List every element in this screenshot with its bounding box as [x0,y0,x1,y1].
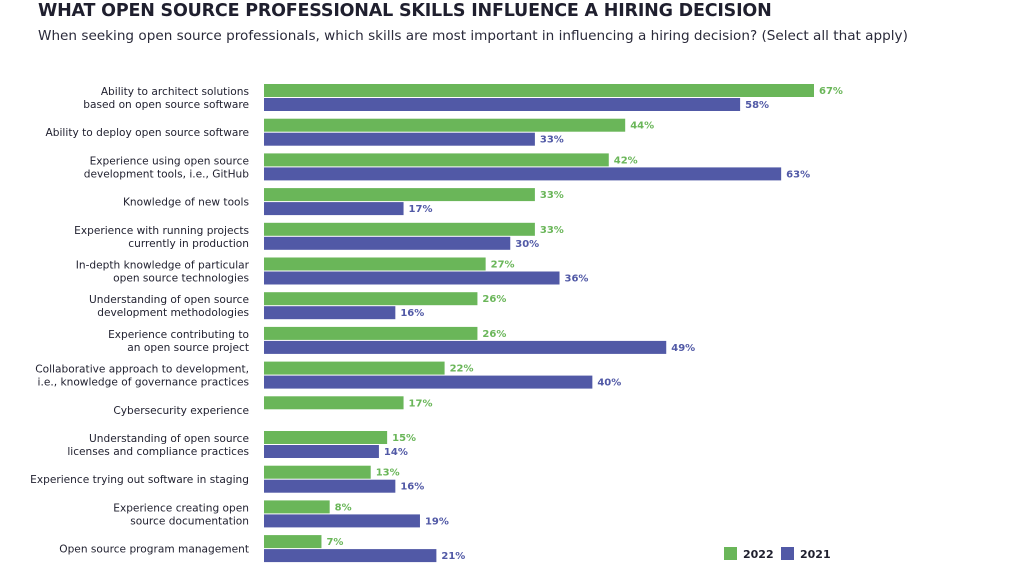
category-label: Understanding of open source licenses and… [67,433,249,458]
category-label: Ability to architect solutions based on o… [83,86,249,111]
bar-2021 [264,514,420,528]
value-label-2021: 36% [565,274,589,285]
category-label: Experience creating open source documenta… [113,502,249,527]
value-label-2022: 15% [392,433,416,444]
bar-2021 [264,202,404,216]
bar-2021 [264,549,437,563]
legend-label-2021: 2021 [800,548,831,561]
bar-2022 [264,500,330,514]
category-label: Experience using open source development … [84,155,249,180]
category-label: Cybersecurity experience [113,405,249,417]
value-label-2022: 7% [326,537,343,548]
value-label-2021: 49% [671,343,695,354]
bar-2021 [264,167,782,181]
value-label-2022: 8% [335,502,352,513]
value-label-2021: 17% [409,204,433,215]
value-label-2021: 33% [540,135,564,146]
value-label-2022: 26% [482,294,506,305]
bar-2022 [264,153,609,167]
value-label-2022: 42% [614,155,638,166]
value-label-2021: 21% [441,551,465,562]
value-label-2022: 17% [409,398,433,409]
value-label-2021: 30% [515,239,539,250]
category-label: Experience contributing to an open source… [108,329,249,354]
bar-2022 [264,257,486,271]
value-label-2021: 14% [384,447,408,458]
bar-2021 [264,340,667,354]
bar-2022 [264,465,371,479]
value-label-2022: 67% [819,86,843,97]
bar-2021 [264,479,396,493]
value-label-2022: 33% [540,190,564,201]
bar-2021 [264,132,535,146]
value-label-2021: 19% [425,516,449,527]
value-label-2022: 22% [450,364,474,375]
bar-2022 [264,118,626,132]
bar-2022 [264,361,445,375]
category-label: Experience with running projects currentl… [74,225,249,250]
category-label: Collaborative approach to development, i.… [35,364,249,389]
bar-2022 [264,396,404,410]
value-label-2022: 26% [482,329,506,340]
bar-2022 [264,222,535,236]
legend-label-2022: 2022 [743,548,774,561]
category-label: Experience trying out software in stagin… [30,474,249,486]
category-label: In-depth knowledge of particular open sou… [76,260,250,285]
bar-2021 [264,271,560,285]
bar-2021 [264,445,379,458]
value-label-2022: 33% [540,225,564,236]
bar-2022 [264,84,814,97]
value-label-2021: 16% [400,308,424,319]
legend-swatch-2021 [781,547,794,560]
bar-2022 [264,326,478,340]
bar-2021 [264,98,741,111]
chart-title: WHAT OPEN SOURCE PROFESSIONAL SKILLS INF… [38,1,772,21]
category-label: Ability to deploy open source software [46,127,249,139]
value-label-2021: 16% [400,482,424,493]
value-label-2022: 44% [630,121,654,132]
bar-2021 [264,375,593,389]
bar-2022 [264,188,535,202]
category-label: Open source program management [59,544,249,556]
bar-2021 [264,236,511,250]
legend-swatch-2022 [724,547,737,560]
bar-2021 [264,306,396,320]
value-label-2022: 13% [376,468,400,479]
chart-subtitle: When seeking open source professionals, … [38,28,908,44]
bar-2022 [264,535,322,549]
category-label: Knowledge of new tools [123,197,249,209]
value-label-2022: 27% [491,260,515,271]
category-label: Understanding of open source development … [89,294,249,319]
value-label-2021: 58% [745,100,769,111]
value-label-2021: 63% [786,169,810,180]
bar-2022 [264,292,478,306]
bar-2022 [264,431,388,444]
value-label-2021: 40% [597,378,621,389]
